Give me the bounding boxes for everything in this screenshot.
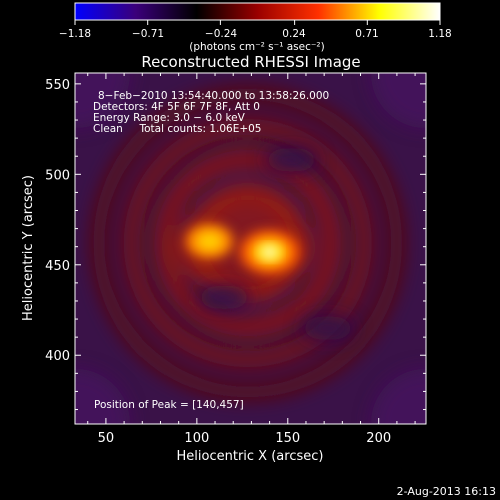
info-block: 8−Feb−2010 13:54:40.000 to 13:58:26.000 … xyxy=(93,90,329,411)
sources xyxy=(185,224,300,275)
colorbar-tick-label: −0.71 xyxy=(132,28,164,40)
x-tick-label: 200 xyxy=(366,431,391,446)
colorbar-ticks xyxy=(74,20,441,25)
detectors-line: Detectors: 4F 5F 6F 7F 8F, Att 0 xyxy=(93,101,260,113)
x-tick-labels: 50 100 150 200 xyxy=(98,431,391,446)
colorbar-unit: (photons cm⁻² s⁻¹ asec⁻²) xyxy=(189,41,324,53)
colorbar xyxy=(74,2,441,21)
chart-title: Reconstructed RHESSI Image xyxy=(141,53,360,71)
ring-artifact xyxy=(91,86,404,400)
negative-region xyxy=(198,285,251,310)
negative-region xyxy=(301,316,354,341)
y-tick-labels: 400 450 500 550 xyxy=(45,78,70,364)
x-tick-label: 50 xyxy=(98,431,115,446)
clean-line: Clean Total counts: 1.06E+05 xyxy=(93,123,262,135)
y-axis-label: Heliocentric Y (arcsec) xyxy=(21,175,36,321)
negative-region xyxy=(265,147,318,172)
x-tick-label: 100 xyxy=(184,431,209,446)
colorbar-tick-labels: −1.18 −0.71 −0.24 0.24 0.71 1.18 xyxy=(59,28,452,40)
x-axis-label: Heliocentric X (arcsec) xyxy=(177,449,324,464)
corner-region xyxy=(75,73,130,128)
colorbar-tick-label: 1.18 xyxy=(428,28,451,40)
axes xyxy=(75,73,426,424)
y-tick-label: 500 xyxy=(45,168,70,183)
y-tick-label: 550 xyxy=(45,78,70,93)
y-tick-label: 400 xyxy=(45,349,70,364)
x-tick-label: 150 xyxy=(275,431,300,446)
colorbar-tick-label: −1.18 xyxy=(59,28,91,40)
colorbar-tick-label: −0.24 xyxy=(205,28,237,40)
time-range: 8−Feb−2010 13:54:40.000 to 13:58:26.000 xyxy=(98,90,329,102)
energy-line: Energy Range: 3.0 − 6.0 keV xyxy=(93,112,246,124)
ring-artifact xyxy=(155,150,341,336)
negative-regions xyxy=(75,73,426,424)
peak-source-core xyxy=(261,246,278,259)
plot-frame xyxy=(74,72,427,425)
footer-date: 2-Aug-2013 16:13 xyxy=(397,485,496,498)
ring-artifact xyxy=(123,118,373,368)
colorbar-tick-label: 0.71 xyxy=(355,28,378,40)
corner-region xyxy=(371,73,426,128)
corner-region xyxy=(75,369,130,424)
image-area xyxy=(75,73,426,424)
secondary-source xyxy=(195,231,224,252)
peak-position: Position of Peak = [140,457] xyxy=(94,399,244,411)
colorbar-tick-label: 0.24 xyxy=(282,28,306,40)
y-tick-label: 450 xyxy=(45,259,70,274)
corner-region xyxy=(371,369,426,424)
